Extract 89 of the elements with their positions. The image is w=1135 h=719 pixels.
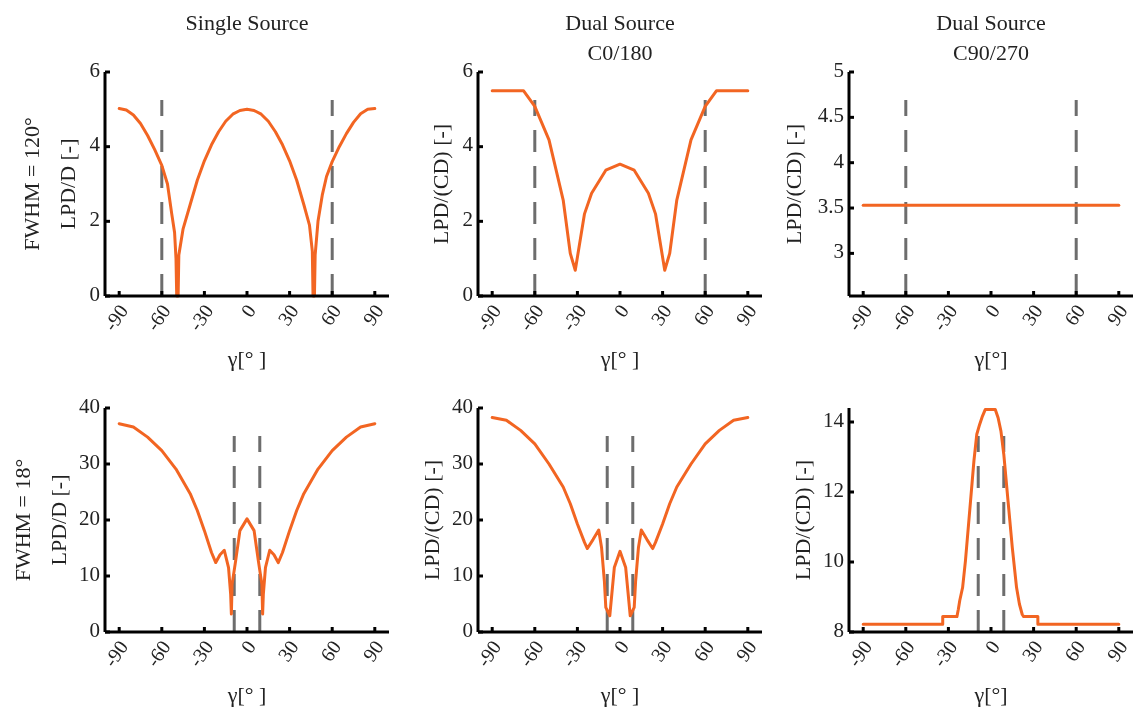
x-tick-label: -60 xyxy=(885,636,919,671)
y-tick-label: 10 xyxy=(452,561,473,586)
x-tick-label: 60 xyxy=(688,636,719,666)
y-tick-label: 10 xyxy=(823,547,844,572)
y-tick-label: 0 xyxy=(462,617,473,642)
y-tick-label: 30 xyxy=(79,449,100,474)
y-tick-label: 8 xyxy=(833,617,844,642)
x-axis-title: γ[°] xyxy=(973,346,1008,371)
x-tick-label: -30 xyxy=(557,300,591,335)
x-tick-label: 90 xyxy=(731,300,761,330)
line-series xyxy=(117,107,377,298)
y-tick-label: 40 xyxy=(79,393,100,418)
x-tick-label: -90 xyxy=(471,636,506,671)
y-axis-title: LPD/(CD) [-] xyxy=(781,123,807,245)
line-series xyxy=(861,407,1121,626)
x-tick-label: 60 xyxy=(315,300,346,330)
x-tick-label: -30 xyxy=(184,636,218,671)
x-tick-label: 90 xyxy=(358,636,388,666)
x-tick-label: -60 xyxy=(141,300,175,335)
x-tick-label: 30 xyxy=(273,636,303,666)
x-tick-label: 30 xyxy=(646,300,676,330)
x-tick-label: -90 xyxy=(98,300,133,335)
line-series xyxy=(490,416,750,618)
y-tick-label: 2 xyxy=(462,207,473,232)
chart-title: Single Source xyxy=(185,10,309,35)
y-tick-label: 14 xyxy=(823,407,845,432)
line-series xyxy=(490,89,750,272)
x-tick-label: 90 xyxy=(1102,300,1132,330)
x-tick-label: 0 xyxy=(980,300,1005,322)
y-tick-label: 4 xyxy=(89,132,101,157)
y-tick-label: 30 xyxy=(452,449,473,474)
y-axis-title: LPD/(CD) [-] xyxy=(428,123,454,245)
y-tick-label: 4.5 xyxy=(817,103,844,128)
x-tick-label: -90 xyxy=(471,300,506,335)
x-tick-label: -30 xyxy=(928,636,962,671)
x-tick-label: 0 xyxy=(609,636,634,658)
x-tick-label: 90 xyxy=(358,300,388,330)
y-tick-label: 3.5 xyxy=(817,193,844,218)
x-axis-title: γ[° ] xyxy=(599,346,640,371)
x-tick-label: -60 xyxy=(514,300,548,335)
x-tick-label: -90 xyxy=(842,636,877,671)
x-tick-label: 60 xyxy=(1059,300,1090,330)
y-tick-label: 40 xyxy=(452,393,473,418)
y-tick-label: 0 xyxy=(462,281,473,306)
x-tick-label: 0 xyxy=(980,636,1005,658)
y-tick-label: 5 xyxy=(833,57,844,82)
x-tick-label: 60 xyxy=(1059,636,1090,666)
x-tick-label: -30 xyxy=(557,636,591,671)
x-tick-label: 30 xyxy=(1017,636,1047,666)
y-tick-label: 2 xyxy=(89,207,100,232)
y-tick-label: 10 xyxy=(79,561,100,586)
x-tick-label: -90 xyxy=(98,636,133,671)
y-tick-label: 20 xyxy=(452,505,473,530)
y-tick-label: 6 xyxy=(462,57,473,82)
x-tick-label: 30 xyxy=(646,636,676,666)
y-axis-title: FWHM = 120° LPD/D [-] xyxy=(19,117,81,251)
x-tick-label: 60 xyxy=(315,636,346,666)
y-axis-title: LPD/(CD) [-] xyxy=(419,459,445,581)
y-tick-label: 0 xyxy=(89,281,100,306)
x-tick-label: -30 xyxy=(928,300,962,335)
chart-title: Dual Source C90/270 xyxy=(936,10,1046,65)
x-tick-label: -30 xyxy=(184,300,218,335)
y-tick-label: 6 xyxy=(89,57,100,82)
x-tick-label: 60 xyxy=(688,300,719,330)
x-tick-label: 30 xyxy=(273,300,303,330)
x-tick-label: -90 xyxy=(842,300,877,335)
x-axis-title: γ[° ] xyxy=(226,346,267,371)
y-tick-label: 4 xyxy=(833,148,845,173)
y-tick-label: 4 xyxy=(462,132,474,157)
x-tick-label: 90 xyxy=(1102,636,1132,666)
chart-title: Dual Source C0/180 xyxy=(565,10,675,65)
y-axis-title: LPD/(CD) [-] xyxy=(790,459,816,581)
y-tick-label: 12 xyxy=(823,477,844,502)
x-tick-label: 0 xyxy=(236,300,261,322)
x-tick-label: 0 xyxy=(609,300,634,322)
x-tick-label: 30 xyxy=(1017,300,1047,330)
x-tick-label: 90 xyxy=(731,636,761,666)
y-tick-label: 0 xyxy=(89,617,100,642)
x-tick-label: 0 xyxy=(236,636,261,658)
x-axis-title: γ[°] xyxy=(973,682,1008,707)
x-tick-label: -60 xyxy=(885,300,919,335)
x-axis-title: γ[° ] xyxy=(226,682,267,707)
x-axis-title: γ[° ] xyxy=(599,682,640,707)
x-tick-label: -60 xyxy=(141,636,175,671)
x-tick-label: -60 xyxy=(514,636,548,671)
line-series xyxy=(117,422,377,616)
y-axis-title: FWHM = 18° LPD/D [-] xyxy=(10,458,72,582)
y-tick-label: 20 xyxy=(79,505,100,530)
y-tick-label: 3 xyxy=(833,239,844,264)
